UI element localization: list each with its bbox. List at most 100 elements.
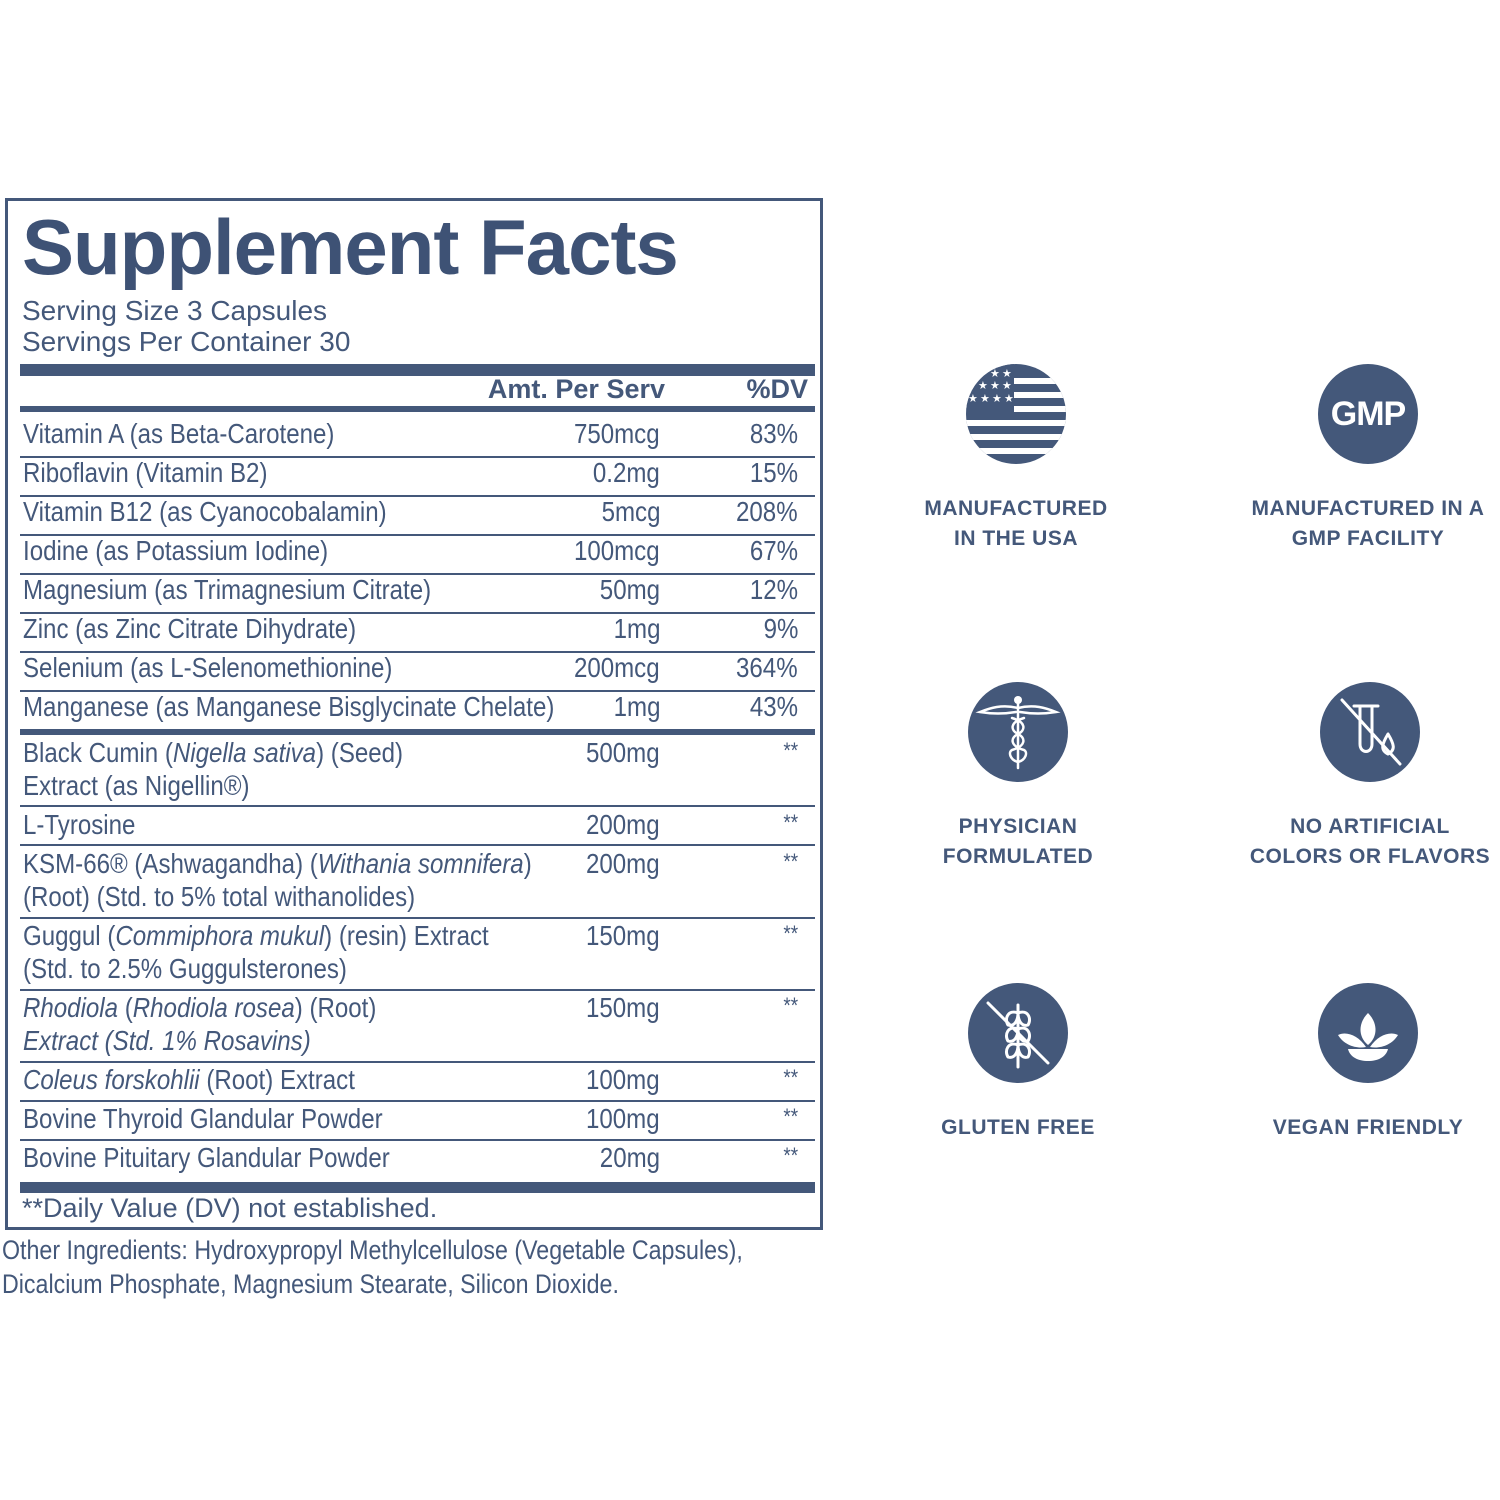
ingredient-amount: 100mg (586, 1103, 660, 1134)
ingredient-name-line2: (Std. to 2.5% Guggulsterones) (23, 953, 347, 984)
no-artificial-icon (1320, 682, 1420, 782)
ingredient-amount: 20mg (599, 1142, 660, 1173)
ingredient-dv: ** (783, 738, 798, 763)
ingredient-dv: ** (783, 1065, 798, 1090)
vitamin-dv: 364% (736, 652, 798, 683)
supplement-facts-panel: Supplement Facts Serving Size 3 Capsules… (5, 198, 823, 1230)
vitamin-amount: 750mcg (574, 418, 660, 449)
vitamin-name: Vitamin A (as Beta-Carotene) (23, 418, 335, 449)
column-header-amount: Amt. Per Serv (487, 374, 665, 404)
row-divider (20, 844, 815, 846)
badge-gluten-free: GLUTEN FREE (868, 983, 1168, 1143)
divider-section (20, 729, 815, 735)
ingredient-dv: ** (783, 921, 798, 946)
badge-made-in-usa: ★ ★ ★ ★ ★ ★ ★ ★ ★ MANUFACTURED IN THE USA (866, 364, 1166, 554)
svg-text:★: ★ (992, 392, 1002, 405)
badge-label: MANUFACTURED IN A GMP FACILITY (1251, 497, 1485, 550)
badge-label: PHYSICIAN FORMULATED (942, 815, 1094, 868)
leaf-icon (1318, 983, 1418, 1083)
usa-flag-icon: ★ ★ ★ ★ ★ ★ ★ ★ ★ (966, 364, 1066, 464)
row-divider (20, 1100, 815, 1102)
ingredient-dv: ** (783, 849, 798, 874)
row-divider (20, 651, 815, 653)
ingredient-amount: 100mg (586, 1064, 660, 1095)
ingredient-name: KSM-66® (Ashwagandha) (Withania somnifer… (23, 848, 532, 879)
divider-bottom (20, 1182, 815, 1193)
svg-text:★: ★ (1002, 379, 1012, 392)
badge-vegan-friendly: VEGAN FRIENDLY (1218, 983, 1500, 1143)
ingredient-dv: ** (783, 1104, 798, 1129)
servings-per-container: Servings Per Container 30 (22, 326, 351, 357)
ingredient-amount: 150mg (586, 920, 660, 951)
ingredient-name: Guggul (Commiphora mukul) (resin) Extrac… (23, 920, 489, 951)
row-divider (20, 456, 815, 458)
vitamin-dv: 67% (749, 535, 798, 566)
column-header-dv: %DV (746, 374, 808, 404)
badge-no-artificial: NO ARTIFICIAL COLORS OR FLAVORS (1220, 682, 1500, 872)
ingredient-dv: ** (783, 993, 798, 1018)
vitamin-dv: 12% (749, 574, 798, 605)
ingredient-name-line2: Extract (Std. 1% Rosavins) (23, 1025, 311, 1056)
svg-text:★: ★ (978, 379, 988, 392)
no-gluten-icon (968, 983, 1068, 1083)
vitamin-name: Selenium (as L-Selenomethionine) (23, 652, 393, 683)
ingredient-name: Rhodiola (Rhodiola rosea) (Root) (23, 992, 377, 1023)
vitamin-amount: 5mcg (601, 496, 660, 527)
vitamin-dv: 83% (749, 418, 798, 449)
ingredient-amount: 200mg (586, 848, 660, 879)
row-divider (20, 690, 815, 692)
ingredient-name: Bovine Pituitary Glandular Powder (23, 1142, 390, 1173)
ingredient-amount: 500mg (586, 737, 660, 768)
vitamin-name: Zinc (as Zinc Citrate Dihydrate) (23, 613, 357, 644)
row-divider (20, 1139, 815, 1141)
vitamin-dv: 43% (749, 691, 798, 722)
vitamin-amount: 200mcg (574, 652, 660, 683)
svg-text:★: ★ (980, 392, 990, 405)
other-ingredients-line1: Other Ingredients: Hydroxypropyl Methylc… (2, 1235, 743, 1265)
vitamin-name: Iodine (as Potassium Iodine) (23, 535, 329, 566)
vitamin-dv: 208% (736, 496, 798, 527)
ingredient-name: L-Tyrosine (23, 809, 136, 840)
row-divider (20, 534, 815, 536)
vitamin-name: Riboflavin (Vitamin B2) (23, 457, 268, 488)
other-ingredients-line2: Dicalcium Phosphate, Magnesium Stearate,… (2, 1269, 619, 1299)
vitamin-amount: 0.2mg (593, 457, 660, 488)
ingredient-name: Black Cumin (Nigella sativa) (Seed) (23, 737, 404, 768)
ingredient-name-line2: Extract (as Nigellin®) (23, 770, 250, 801)
ingredient-dv: ** (783, 1143, 798, 1168)
caduceus-icon (968, 682, 1068, 782)
svg-text:★: ★ (968, 392, 978, 405)
ingredient-name: Bovine Thyroid Glandular Powder (23, 1103, 383, 1134)
ingredient-name: Coleus forskohlii (Root) Extract (23, 1064, 355, 1095)
gmp-icon: GMP (1318, 364, 1418, 464)
divider-header (20, 406, 815, 412)
vitamin-name: Manganese (as Manganese Bisglycinate Che… (23, 691, 555, 722)
vitamin-amount: 1mg (613, 613, 660, 644)
ingredient-amount: 150mg (586, 992, 660, 1023)
row-divider (20, 1061, 815, 1063)
serving-size: Serving Size 3 Capsules (22, 295, 328, 326)
ingredient-amount: 200mg (586, 809, 660, 840)
ingredient-name-line2: (Root) (Std. to 5% total withanolides) (23, 881, 416, 912)
vitamin-name: Vitamin B12 (as Cyanocobalamin) (23, 496, 387, 527)
svg-text:★: ★ (990, 379, 1000, 392)
badge-physician-formulated: PHYSICIAN FORMULATED (868, 682, 1168, 872)
row-divider (20, 989, 815, 991)
divider-thick (20, 364, 815, 376)
vitamin-name: Magnesium (as Trimagnesium Citrate) (23, 574, 432, 605)
vitamin-dv: 9% (763, 613, 798, 644)
row-divider (20, 573, 815, 575)
badge-label: GLUTEN FREE (941, 1116, 1095, 1139)
vitamin-amount: 50mg (599, 574, 660, 605)
row-divider (20, 495, 815, 497)
svg-text:★: ★ (990, 367, 1000, 380)
svg-text:★: ★ (1002, 367, 1012, 380)
vitamin-amount: 1mg (613, 691, 660, 722)
badge-label: NO ARTIFICIAL COLORS OR FLAVORS (1249, 815, 1491, 868)
badge-gmp: GMP MANUFACTURED IN A GMP FACILITY (1218, 364, 1500, 554)
badge-label: VEGAN FRIENDLY (1272, 1116, 1464, 1139)
svg-text:★: ★ (1004, 392, 1014, 405)
row-divider (20, 612, 815, 614)
row-divider (20, 917, 815, 919)
row-divider (20, 805, 815, 807)
